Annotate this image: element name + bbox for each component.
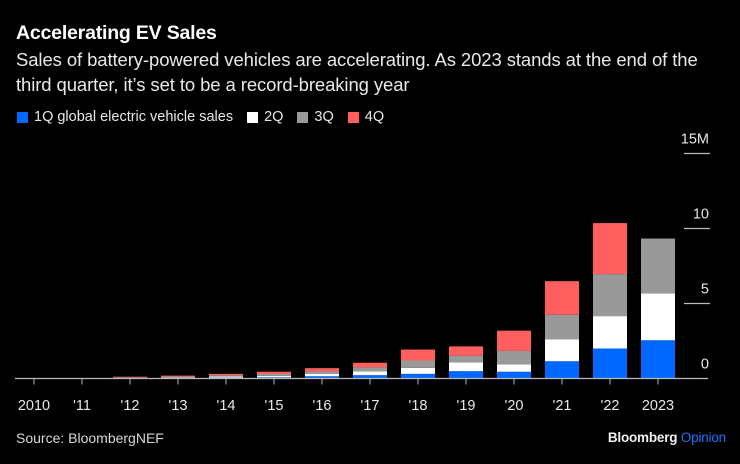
bar-segment-2q-13	[161, 377, 195, 378]
bar-segment-4q-22	[593, 223, 627, 275]
bar-segment-1q-22	[593, 348, 627, 379]
x-tick-label: '18	[409, 398, 428, 414]
bar-segment-2q-14	[209, 376, 243, 378]
bar-segment-4q-13	[161, 375, 195, 377]
bar-segment-3q-2023	[641, 238, 675, 294]
brand-logo: Bloomberg Opinion	[608, 430, 726, 445]
bar-segment-4q-16	[305, 368, 339, 372]
brand-bloomberg: Bloomberg	[607, 430, 678, 445]
bar-segment-3q-15	[257, 374, 291, 376]
x-tick-label: '14	[217, 398, 236, 414]
bar-segment-1q-17	[353, 375, 387, 379]
bar-segment-4q-20	[497, 330, 531, 351]
bar-segment-2q-16	[305, 374, 339, 377]
x-tick-label: '13	[169, 398, 188, 414]
legend-swatch-2q	[247, 111, 259, 123]
bar-segment-4q-18	[401, 349, 435, 361]
legend-label-3q: 3Q	[314, 109, 334, 125]
bar-segment-2q-15	[257, 375, 291, 378]
bar-segment-3q-19	[449, 355, 483, 363]
legend-item-3q: 3Q	[297, 109, 334, 125]
x-tick-label: '11	[73, 398, 91, 414]
bar-segment-2q-22	[593, 316, 627, 349]
x-tick-label: 2023	[642, 398, 674, 414]
bar-segment-4q-17	[353, 362, 387, 368]
legend-item-1q: 1Q global electric vehicle sales	[17, 109, 233, 125]
y-tick-label: 10	[693, 207, 709, 223]
bar-segment-4q-12	[113, 376, 147, 378]
x-tick-label: '12	[121, 398, 140, 414]
bar-segment-4q-15	[257, 371, 291, 374]
bar-segment-3q-22	[593, 274, 627, 317]
bar-segment-3q-13	[161, 376, 195, 378]
chart-subtitle: Sales of battery-powered vehicles are ac…	[16, 49, 698, 95]
bar-segment-4q-19	[449, 346, 483, 356]
legend-label-4q: 4Q	[364, 109, 385, 125]
bar-segment-3q-20	[497, 350, 531, 365]
bar-segment-3q-18	[401, 360, 435, 368]
bar-segment-1q-18	[401, 373, 435, 379]
bar-segment-1q-2023	[641, 340, 675, 379]
x-tick-label: '17	[361, 398, 380, 414]
legend-label-2q: 2Q	[264, 109, 284, 125]
x-tick-label: '22	[601, 398, 620, 414]
x-tick-label: 2010	[18, 398, 50, 414]
x-tick-label: '19	[457, 398, 476, 414]
chart-title: Accelerating EV Sales	[16, 22, 217, 44]
bar-segment-2q-21	[545, 339, 579, 362]
bar-segment-2q-17	[353, 371, 387, 376]
legend-swatch-1q	[17, 111, 28, 123]
bar-segment-4q-14	[209, 373, 243, 376]
bar-segment-2q-20	[497, 364, 531, 372]
bar-segment-2q-2023	[641, 293, 675, 341]
bar-segment-3q-14	[209, 375, 243, 377]
legend-item-2q: 2Q	[247, 109, 283, 125]
bar-segment-1q-21	[545, 361, 579, 379]
x-tick-label: '21	[553, 398, 572, 414]
bar-segment-1q-19	[449, 371, 483, 379]
legend-label-1q: 1Q global electric vehicle sales	[34, 109, 234, 125]
bar-segment-2q-18	[401, 367, 435, 374]
legend-swatch-3q	[297, 111, 309, 123]
y-tick-label: 5	[701, 282, 709, 298]
bar-segment-1q-20	[497, 371, 531, 379]
x-tick-label: '16	[313, 398, 332, 414]
bar-segment-2q-19	[449, 362, 483, 372]
bar-segment-1q-16	[305, 376, 339, 379]
bar-segment-3q-16	[305, 371, 339, 374]
legend-item-4q: 4Q	[347, 109, 385, 125]
x-tick-label: '15	[265, 398, 284, 414]
brand-opinion: Opinion	[680, 430, 726, 445]
legend-swatch-4q	[347, 111, 359, 123]
x-tick-label: '20	[505, 398, 524, 414]
bar-segment-4q-21	[545, 281, 579, 315]
y-tick-label: 15M	[681, 132, 709, 148]
y-tick-label: 0	[701, 357, 709, 373]
bar-segment-3q-21	[545, 314, 579, 340]
source-note: Source: BloombergNEF	[16, 430, 164, 446]
bar-segment-3q-17	[353, 367, 387, 372]
legend: 1Q global electric vehicle sales 2Q 3Q 4…	[17, 109, 398, 125]
